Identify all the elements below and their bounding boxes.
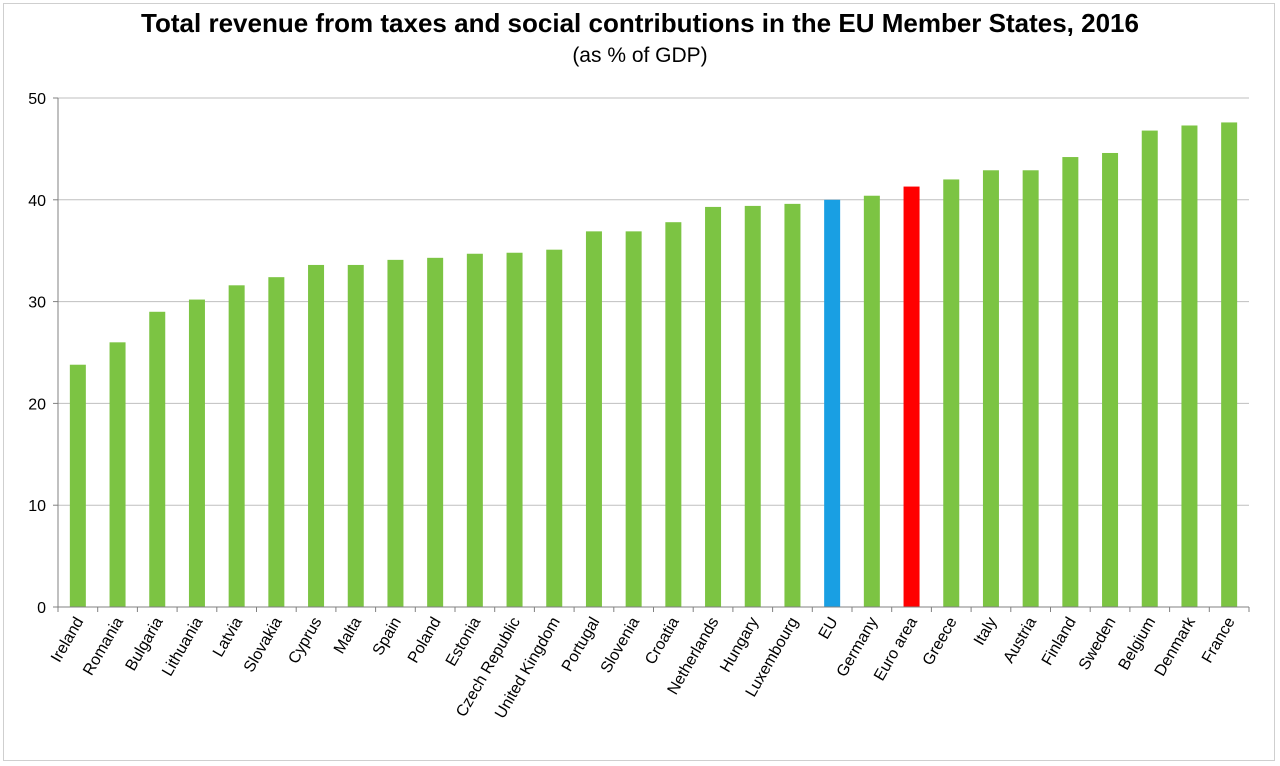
bar-germany — [863, 195, 880, 607]
x-category-label: Austria — [1000, 614, 1040, 666]
y-axis-tick-labels: 0 10 20 30 40 50 — [28, 91, 46, 617]
y-tick-label: 40 — [28, 193, 46, 210]
bar-slovenia — [625, 231, 642, 607]
x-category-label: Belgium — [1116, 615, 1160, 674]
bar-austria — [1022, 170, 1039, 607]
y-tick-label: 10 — [28, 498, 46, 515]
gridlines — [58, 97, 1249, 506]
x-category-label: Hungary — [717, 615, 762, 676]
chart-title: Total revenue from taxes and social cont… — [141, 8, 1139, 38]
x-category-label: France — [1199, 614, 1239, 666]
x-category-label: Finland — [1039, 615, 1080, 669]
x-category-label: Latvia — [210, 614, 246, 660]
bar-estonia — [466, 253, 483, 607]
bar-cyprus — [308, 264, 325, 607]
bars — [69, 122, 1238, 608]
y-tick-label: 20 — [28, 396, 46, 413]
bar-united-kingdom — [546, 249, 563, 607]
x-category-label: Lithuania — [159, 614, 206, 679]
x-category-label: Slovenia — [598, 614, 643, 676]
x-category-label: EU — [816, 615, 842, 643]
chart-subtitle: (as % of GDP) — [572, 44, 708, 67]
bar-finland — [1062, 157, 1079, 607]
bar-portugal — [585, 231, 602, 607]
axes — [53, 97, 1250, 612]
bar-poland — [427, 257, 444, 607]
x-category-label: Slovakia — [241, 614, 286, 675]
chart-frame — [3, 3, 1275, 761]
bar-ireland — [69, 364, 86, 607]
bar-spain — [387, 259, 404, 607]
bar-latvia — [228, 285, 245, 607]
bar-hungary — [744, 205, 761, 607]
x-category-label: Croatia — [642, 614, 683, 667]
bar-bulgaria — [149, 311, 166, 607]
bar-italy — [982, 170, 999, 607]
bar-malta — [347, 264, 364, 607]
bar-netherlands — [705, 206, 722, 607]
x-category-label: Malta — [331, 614, 365, 656]
x-category-label: Spain — [370, 615, 405, 659]
bar-sweden — [1102, 152, 1119, 608]
bar-croatia — [665, 222, 682, 608]
bar-romania — [109, 342, 126, 607]
bar-slovakia — [268, 277, 285, 607]
bar-euro-area — [903, 186, 920, 608]
x-category-label: Ireland — [48, 615, 87, 666]
x-category-label: Sweden — [1076, 615, 1120, 674]
bar-lithuania — [188, 299, 205, 607]
x-category-label: Cyprus — [285, 615, 325, 667]
bar-denmark — [1181, 125, 1198, 608]
y-tick-label: 0 — [37, 600, 46, 617]
x-category-label: Estonia — [443, 614, 484, 669]
bar-czech-republic — [506, 252, 523, 607]
y-tick-label: 50 — [28, 91, 46, 108]
x-category-label: Romania — [80, 614, 127, 678]
bar-greece — [943, 179, 960, 607]
x-category-label: Poland — [405, 615, 445, 667]
x-category-label: Bulgaria — [123, 614, 167, 673]
x-category-label: Portugal — [559, 615, 604, 675]
y-tick-label: 30 — [28, 295, 46, 312]
bar-luxembourg — [784, 203, 801, 607]
bar-france — [1221, 122, 1238, 607]
x-category-label: Greece — [920, 614, 961, 668]
bar-eu — [824, 199, 841, 608]
bar-belgium — [1141, 130, 1158, 608]
x-category-label: Italy — [971, 614, 1000, 648]
